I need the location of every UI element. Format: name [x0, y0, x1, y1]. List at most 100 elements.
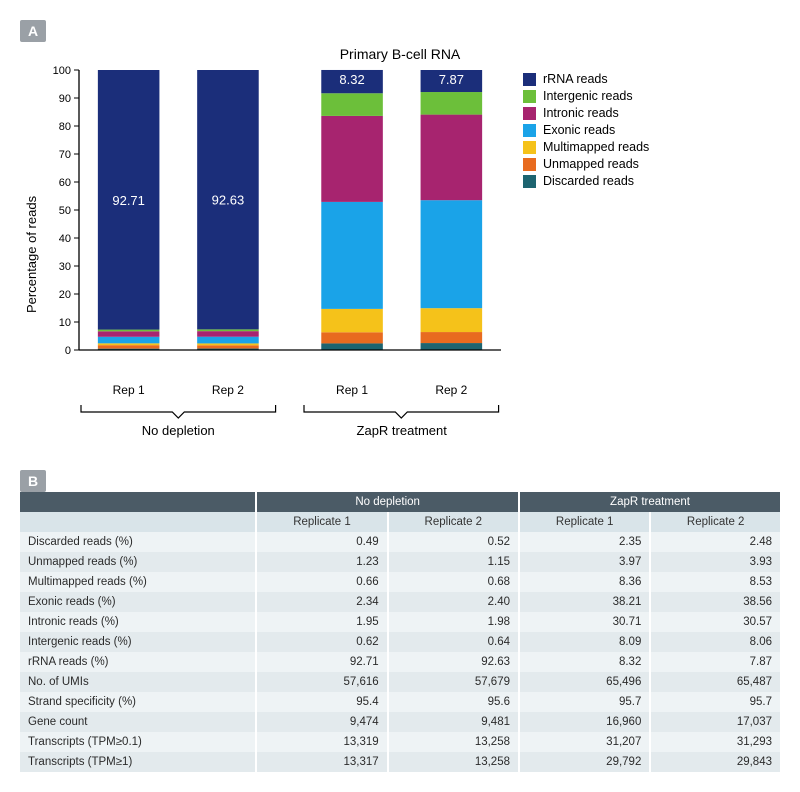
table-row: No. of UMIs57,61657,67965,49665,487: [20, 672, 780, 692]
legend-item: Discarded reads: [523, 174, 649, 188]
legend-label: Discarded reads: [543, 174, 634, 188]
legend-swatch: [523, 175, 536, 188]
table-row: Exonic reads (%)2.342.4038.2138.56: [20, 592, 780, 612]
legend-label: Multimapped reads: [543, 140, 649, 154]
legend-label: rRNA reads: [543, 72, 608, 86]
table-cell: 8.06: [650, 632, 780, 652]
svg-text:100: 100: [53, 65, 71, 77]
table-sub-header: Replicate 1: [256, 512, 387, 532]
legend-label: Exonic reads: [543, 123, 615, 137]
legend-label: Intronic reads: [543, 106, 619, 120]
row-label: Intergenic reads (%): [20, 632, 256, 652]
table-corner-blank: [20, 512, 256, 532]
table-cell: 8.53: [650, 572, 780, 592]
table-row: Strand specificity (%)95.495.695.795.7: [20, 692, 780, 712]
x-category-label: Rep 1: [99, 383, 159, 397]
table-cell: 29,843: [650, 752, 780, 772]
stacked-bar-chart: 010203040506070809010092.7192.638.327.87: [39, 64, 509, 374]
svg-text:30: 30: [59, 261, 71, 273]
group-braces: No depletionZapR treatment: [79, 403, 501, 445]
chart-svg-wrap: 010203040506070809010092.7192.638.327.87…: [39, 64, 509, 445]
y-axis-label: Percentage of reads: [20, 64, 39, 445]
table-cell: 8.09: [519, 632, 650, 652]
table-cell: 31,207: [519, 732, 650, 752]
table-cell: 0.49: [256, 532, 387, 552]
row-label: Multimapped reads (%): [20, 572, 256, 592]
table-cell: 2.40: [388, 592, 519, 612]
group-label: ZapR treatment: [302, 423, 501, 438]
svg-text:7.87: 7.87: [439, 72, 464, 87]
table-cell: 95.7: [650, 692, 780, 712]
svg-text:50: 50: [59, 205, 71, 217]
table-cell: 2.35: [519, 532, 650, 552]
svg-text:70: 70: [59, 149, 71, 161]
table-cell: 7.87: [650, 652, 780, 672]
table-cell: 29,792: [519, 752, 650, 772]
chart-wrap: Percentage of reads 01020304050607080901…: [20, 64, 780, 445]
table-cell: 2.34: [256, 592, 387, 612]
svg-text:92.71: 92.71: [112, 193, 145, 208]
table-cell: 0.64: [388, 632, 519, 652]
legend-label: Unmapped reads: [543, 157, 639, 171]
table-cell: 38.21: [519, 592, 650, 612]
svg-text:92.63: 92.63: [212, 193, 245, 208]
table-sub-header: Replicate 1: [519, 512, 650, 532]
svg-text:10: 10: [59, 317, 71, 329]
table-cell: 57,679: [388, 672, 519, 692]
legend-item: Exonic reads: [523, 123, 649, 137]
row-label: Intronic reads (%): [20, 612, 256, 632]
table-cell: 17,037: [650, 712, 780, 732]
legend-item: Unmapped reads: [523, 157, 649, 171]
row-label: Discarded reads (%): [20, 532, 256, 552]
legend-swatch: [523, 107, 536, 120]
table-body: Discarded reads (%)0.490.522.352.48Unmap…: [20, 532, 780, 772]
panel-a: A Primary B-cell RNA Percentage of reads…: [20, 20, 780, 445]
legend-item: Multimapped reads: [523, 140, 649, 154]
svg-text:8.32: 8.32: [339, 72, 364, 87]
svg-text:90: 90: [59, 93, 71, 105]
row-label: Strand specificity (%): [20, 692, 256, 712]
table-cell: 13,319: [256, 732, 387, 752]
table-cell: 13,258: [388, 732, 519, 752]
table-cell: 31,293: [650, 732, 780, 752]
table-row: Intronic reads (%)1.951.9830.7130.57: [20, 612, 780, 632]
table-cell: 65,496: [519, 672, 650, 692]
legend-item: rRNA reads: [523, 72, 649, 86]
legend: rRNA reads Intergenic reads Intronic reads…: [509, 64, 649, 445]
row-label: rRNA reads (%): [20, 652, 256, 672]
table-cell: 57,616: [256, 672, 387, 692]
table-row: rRNA reads (%)92.7192.638.327.87: [20, 652, 780, 672]
table-group-header-row: No depletion ZapR treatment: [20, 492, 780, 512]
table-cell: 30.57: [650, 612, 780, 632]
table-cell: 1.15: [388, 552, 519, 572]
table-sub-header: Replicate 2: [388, 512, 519, 532]
row-label: Gene count: [20, 712, 256, 732]
x-axis-categories: Rep 1Rep 2Rep 1Rep 2: [79, 383, 501, 401]
table-cell: 95.7: [519, 692, 650, 712]
panel-b: B No depletion ZapR treatment Replicate …: [20, 470, 780, 772]
legend-swatch: [523, 158, 536, 171]
table-cell: 65,487: [650, 672, 780, 692]
table-cell: 0.52: [388, 532, 519, 552]
legend-item: Intergenic reads: [523, 89, 649, 103]
svg-text:0: 0: [65, 345, 71, 357]
data-table: No depletion ZapR treatment Replicate 1 …: [20, 492, 780, 772]
legend-swatch: [523, 90, 536, 103]
legend-swatch: [523, 73, 536, 86]
table-row: Gene count9,4749,48116,96017,037: [20, 712, 780, 732]
table-cell: 8.32: [519, 652, 650, 672]
table-group-header: ZapR treatment: [519, 492, 780, 512]
svg-text:20: 20: [59, 289, 71, 301]
row-label: Exonic reads (%): [20, 592, 256, 612]
x-category-label: Rep 2: [421, 383, 481, 397]
table-cell: 13,317: [256, 752, 387, 772]
x-category-label: Rep 1: [322, 383, 382, 397]
table-cell: 95.4: [256, 692, 387, 712]
table-cell: 9,474: [256, 712, 387, 732]
svg-text:40: 40: [59, 233, 71, 245]
table-row: Multimapped reads (%)0.660.688.368.53: [20, 572, 780, 592]
svg-text:60: 60: [59, 177, 71, 189]
table-row: Unmapped reads (%)1.231.153.973.93: [20, 552, 780, 572]
legend-label: Intergenic reads: [543, 89, 633, 103]
table-cell: 1.23: [256, 552, 387, 572]
